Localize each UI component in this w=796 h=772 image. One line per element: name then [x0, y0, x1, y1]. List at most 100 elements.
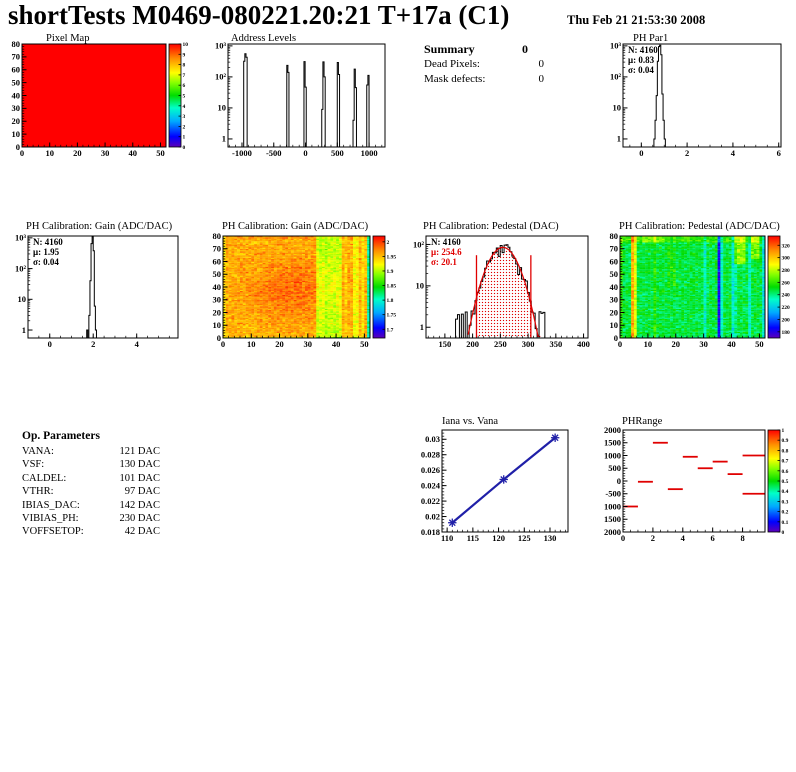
chart-title: PH Calibration: Pedestal (ADC/DAC)	[619, 221, 780, 232]
op-value: 230 DAC	[119, 512, 160, 524]
op-label: CALDEL:	[22, 472, 67, 484]
svg-text:500: 500	[331, 148, 344, 158]
svg-text:3: 3	[183, 114, 186, 120]
op-value: 97 DAC	[124, 486, 160, 498]
op-row-vsf: VSF: 130 DAC	[22, 459, 162, 472]
svg-text:4: 4	[135, 339, 140, 349]
svg-text:1: 1	[183, 135, 186, 141]
ph-range-plot: 0 2 4 6 8 2000 1500 1000 500 0 -500 1000 1500 2000 1 0.…	[604, 412, 796, 550]
op-value: 121 DAC	[119, 446, 160, 457]
svg-text:10: 10	[247, 339, 256, 349]
svg-text:9: 9	[183, 52, 186, 58]
chart-title: Pixel Map	[46, 33, 90, 44]
panel-address-levels: Address Levels -1000 -500 0 500 1000 1 10 10² 10…	[203, 33, 397, 160]
svg-text:10³: 10³	[15, 233, 27, 243]
op-row-vthr: VTHR: 97 DAC	[22, 486, 162, 499]
svg-text:2: 2	[183, 124, 186, 130]
panel-pixel-map: Pixel Map 0 10 20 30 40 50 0 10 20 30 40 50 60 70 80 10…	[8, 33, 200, 160]
summary-block: Summary 0 Dead Pixels: 0 Mask defects: 0	[424, 42, 559, 88]
svg-text:150: 150	[438, 339, 451, 349]
op-value: 101 DAC	[119, 472, 160, 484]
op-label: VTHR:	[22, 486, 54, 498]
svg-text:1.75: 1.75	[387, 313, 397, 319]
svg-text:0: 0	[16, 142, 20, 152]
op-value: 142 DAC	[119, 499, 160, 511]
svg-text:50: 50	[156, 148, 165, 158]
svg-text:250: 250	[494, 339, 507, 349]
svg-text:6: 6	[777, 148, 781, 158]
svg-text:40: 40	[213, 282, 222, 292]
svg-text:10: 10	[183, 42, 189, 48]
svg-text:2: 2	[685, 148, 689, 158]
op-row-vibias-ph: VIBIAS_PH: 230 DAC	[22, 513, 162, 526]
summary-heading: Summary	[424, 42, 475, 56]
chart-title: PH Par1	[633, 33, 669, 44]
svg-text:0: 0	[48, 339, 52, 349]
op-row-ibias-dac: IBIAS_DAC: 142 DAC	[22, 500, 162, 513]
svg-text:10: 10	[18, 294, 27, 304]
svg-text:20: 20	[12, 116, 21, 126]
svg-text:0: 0	[639, 148, 643, 158]
chart-title: Address Levels	[231, 33, 297, 44]
svg-text:8: 8	[183, 63, 186, 69]
chart-title: PHRange	[622, 416, 663, 427]
svg-text:N: 4160: N: 4160	[431, 237, 461, 247]
svg-text:70: 70	[12, 52, 21, 62]
gain-hist-plot: 0 2 4 1 10 10² 10³ N: 4160 μ: 1.95 σ: 0.04	[10, 220, 200, 353]
svg-text:5: 5	[183, 94, 186, 100]
ph-par1-plot: 0 2 4 6 1 10 10² 10³ N: 4160 μ: 0.83 σ: 0.04	[608, 33, 796, 160]
svg-text:40: 40	[12, 90, 21, 100]
svg-text:0: 0	[217, 333, 221, 343]
svg-text:40: 40	[332, 339, 341, 349]
op-label: IBIAS_DAC:	[22, 499, 80, 511]
svg-text:μ: 254.6: μ: 254.6	[431, 247, 462, 257]
svg-text:σ: 0.04: σ: 0.04	[33, 257, 59, 267]
panel-ph-range: PHRange 0 2 4 6 8 2000 1500 1000 500 0 -500 1000 150…	[604, 412, 796, 550]
op-parameters-block: Op. Parameters VANA: 121 DAC VSF: 130 DAC …	[22, 430, 162, 540]
svg-text:0: 0	[20, 148, 24, 158]
svg-text:20: 20	[275, 339, 284, 349]
svg-text:300: 300	[522, 339, 535, 349]
svg-text:10: 10	[613, 103, 622, 113]
svg-text:10²: 10²	[15, 263, 27, 273]
svg-text:1: 1	[22, 325, 26, 335]
svg-text:10³: 10³	[610, 41, 622, 51]
svg-text:0: 0	[303, 148, 307, 158]
iana-vs-vana-plot: 110 115 120 125 130 0.018 0.02 0.022 0.024 0.026 0…	[406, 412, 596, 550]
summary-total-value: 0	[522, 42, 528, 56]
op-label: VIBIAS_PH:	[22, 512, 79, 524]
panel-gain-hist: PH Calibration: Gain (ADC/DAC) 0 2 4 1 10 10²…	[10, 220, 200, 353]
svg-text:10: 10	[416, 281, 425, 291]
svg-text:10: 10	[218, 103, 227, 113]
summary-row-value: 0	[538, 58, 545, 70]
svg-text:350: 350	[549, 339, 562, 349]
svg-text:1.8: 1.8	[387, 298, 394, 304]
svg-text:30: 30	[213, 295, 222, 305]
chart-title: PH Calibration: Gain (ADC/DAC)	[222, 221, 369, 232]
svg-text:80: 80	[213, 231, 222, 241]
svg-text:N: 4160: N: 4160	[33, 237, 63, 247]
panel-pedestal-hist: PH Calibration: Pedestal (DAC) 150 200 250…	[406, 220, 596, 353]
summary-row-dead-pixels: Dead Pixels: 0	[424, 58, 559, 73]
svg-text:1.9: 1.9	[387, 269, 394, 275]
svg-text:70: 70	[213, 244, 222, 254]
panel-gain-map: PH Calibration: Gain (ADC/DAC) 0 10 20 30 40…	[210, 220, 400, 353]
svg-text:μ: 0.83: μ: 0.83	[628, 55, 655, 65]
svg-text:-1000: -1000	[232, 148, 252, 158]
svg-text:10: 10	[45, 148, 54, 158]
svg-text:μ: 1.95: μ: 1.95	[33, 247, 60, 257]
svg-text:80: 80	[12, 39, 21, 49]
svg-text:0: 0	[183, 145, 186, 151]
pedestal-map-plot: 0 10 20 30 40 50 0 10 20 30 40 50 60 70 80 320 300 280 260…	[604, 220, 796, 353]
gain-map-plot: 0 10 20 30 40 50 0 10 20 30 40 50 60 70 80 2 1.95 1.9 1.85…	[210, 220, 400, 353]
pedestal-hist-plot: 150 200 250 300 350 400 1 10 10² N: 4160 μ: 254.6 σ…	[406, 220, 596, 353]
panel-pedestal-map: PH Calibration: Pedestal (ADC/DAC) 0 10 20…	[604, 220, 796, 353]
summary-row-value: 0	[538, 73, 545, 85]
svg-text:1: 1	[222, 134, 226, 144]
svg-text:50: 50	[213, 269, 222, 279]
panel-iana-vs-vana: Iana vs. Vana 110 115 120 125 130 0.018 0.02 0.…	[406, 412, 596, 550]
summary-row-label: Mask defects:	[424, 73, 486, 85]
op-parameters-heading: Op. Parameters	[22, 430, 100, 442]
svg-text:40: 40	[129, 148, 138, 158]
